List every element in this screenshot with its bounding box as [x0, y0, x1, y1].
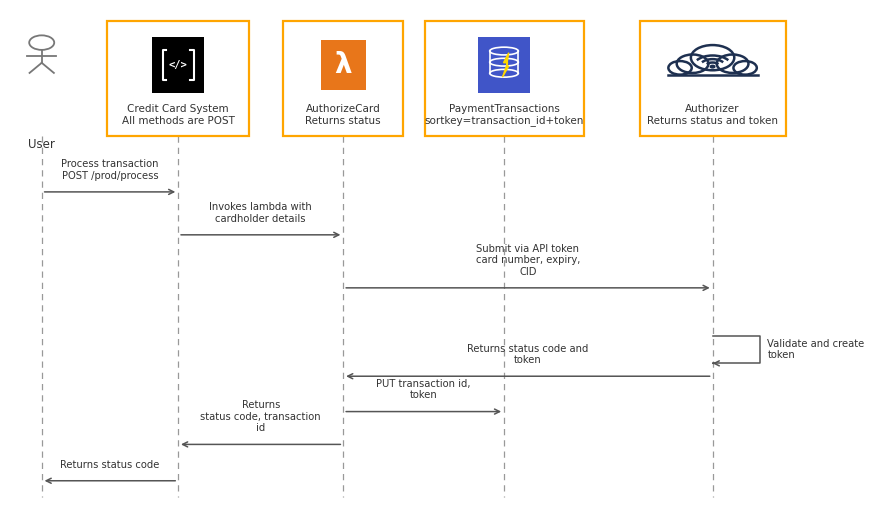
FancyBboxPatch shape	[667, 65, 758, 75]
Text: Validate and create
token: Validate and create token	[767, 339, 865, 360]
Circle shape	[668, 61, 692, 75]
Polygon shape	[502, 53, 508, 77]
FancyBboxPatch shape	[640, 21, 786, 136]
FancyBboxPatch shape	[152, 37, 204, 93]
Text: PUT transaction id,
token: PUT transaction id, token	[376, 379, 471, 400]
FancyBboxPatch shape	[321, 40, 366, 90]
Circle shape	[691, 45, 734, 70]
FancyBboxPatch shape	[478, 37, 530, 93]
FancyBboxPatch shape	[108, 21, 249, 136]
Text: AuthorizeCard
Returns status: AuthorizeCard Returns status	[305, 104, 381, 126]
Text: Returns status code and
token: Returns status code and token	[468, 343, 588, 365]
Text: Credit Card System
All methods are POST: Credit Card System All methods are POST	[122, 104, 235, 126]
Text: λ: λ	[335, 51, 352, 79]
Circle shape	[733, 61, 757, 75]
Text: PaymentTransactions
sortkey=transaction_id+token: PaymentTransactions sortkey=transaction_…	[424, 104, 584, 126]
Text: Authorizer
Returns status and token: Authorizer Returns status and token	[647, 104, 778, 126]
Text: Invokes lambda with
cardholder details: Invokes lambda with cardholder details	[209, 202, 312, 224]
Text: Returns status code: Returns status code	[60, 460, 160, 470]
Text: Returns
status code, transaction
id: Returns status code, transaction id	[201, 400, 321, 433]
Circle shape	[710, 65, 715, 68]
FancyBboxPatch shape	[283, 21, 403, 136]
Text: Submit via API token
card number, expiry,
CID: Submit via API token card number, expiry…	[475, 243, 580, 277]
Circle shape	[677, 55, 708, 73]
Text: User: User	[29, 138, 55, 151]
FancyBboxPatch shape	[424, 21, 584, 136]
Text: Process transaction
POST /prod/process: Process transaction POST /prod/process	[61, 159, 159, 181]
Text: </>: </>	[169, 60, 188, 70]
Circle shape	[717, 55, 748, 73]
